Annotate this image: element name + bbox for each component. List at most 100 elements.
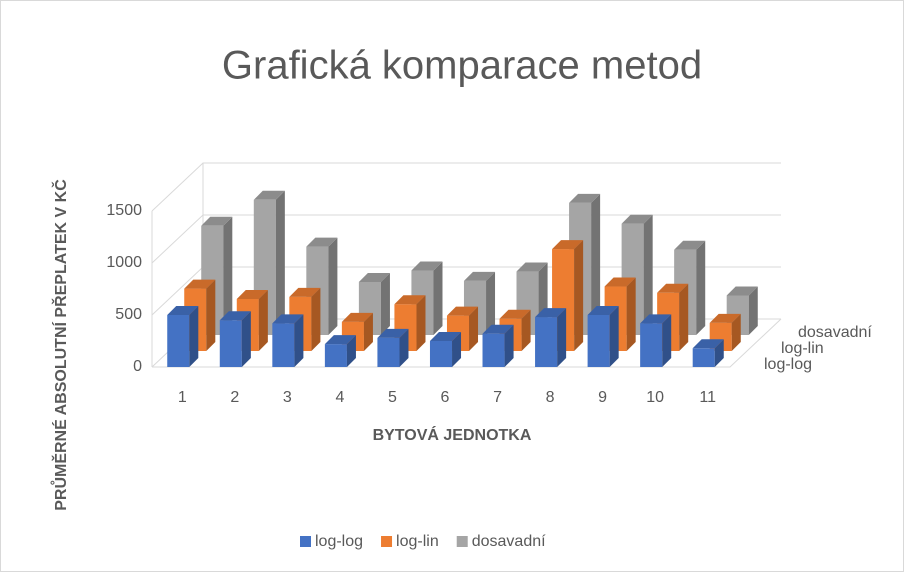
bar-side	[626, 277, 636, 351]
bar-top	[358, 272, 390, 282]
y-axis-title: PRŮMĚRNÉ ABSOLUTNÍ PŘEPLATEK V KČ	[50, 179, 70, 511]
x-tick-label: 9	[598, 389, 607, 406]
x-tick-label: 5	[388, 389, 397, 406]
bar-side	[696, 240, 706, 335]
bar-top	[411, 261, 443, 271]
bar-top	[201, 216, 233, 226]
depth-label: log-log	[764, 356, 812, 373]
bar	[324, 335, 356, 367]
bar-side	[748, 286, 758, 335]
legend-swatch	[456, 536, 468, 547]
bar-front	[640, 323, 663, 367]
y-tick-label: 1500	[106, 202, 142, 219]
bar	[726, 286, 758, 335]
bar	[167, 306, 199, 367]
bar	[219, 311, 251, 367]
bar-side	[486, 271, 496, 335]
bar-top	[569, 193, 601, 203]
bar-top	[604, 277, 636, 287]
legend-label: log-lin	[396, 533, 439, 550]
bar-top	[535, 308, 567, 318]
bar-top	[341, 312, 373, 322]
bar-top	[709, 313, 741, 323]
legend-swatch	[381, 536, 393, 547]
bar-side	[662, 314, 672, 367]
legend-label: dosavadní	[472, 533, 546, 550]
bar-front	[377, 337, 400, 367]
bar-top	[692, 339, 724, 349]
bar-side	[241, 311, 251, 367]
bar-side	[714, 339, 724, 367]
legend-swatch	[300, 536, 311, 547]
bar-side	[521, 309, 531, 351]
bar-top	[289, 287, 321, 297]
bar-top	[621, 214, 653, 224]
y-tick-label: 500	[115, 306, 142, 323]
depth-label: dosavadní	[798, 324, 872, 341]
bar-side	[399, 328, 409, 367]
bar-top	[394, 295, 426, 305]
bar	[482, 324, 514, 367]
bar	[535, 308, 567, 367]
bar	[272, 314, 304, 367]
bar-top	[482, 324, 514, 334]
chart-title: Grafická komparace metod	[222, 44, 702, 88]
bar-side	[380, 272, 390, 335]
bar	[640, 314, 672, 367]
bar-front	[429, 341, 453, 367]
bar-side	[643, 214, 653, 335]
bar-side	[223, 216, 233, 335]
bar-top	[184, 279, 216, 289]
bar-top	[324, 335, 356, 345]
bar	[429, 332, 462, 367]
bar-side	[275, 190, 285, 335]
x-tick-label: 7	[493, 389, 502, 406]
bar-top	[657, 283, 689, 293]
bar-top	[377, 328, 409, 338]
bar-front	[324, 344, 347, 367]
bar-side	[469, 306, 479, 351]
x-axis-title: BYTOVÁ JEDNOTKA	[373, 425, 532, 444]
y-tick-label: 0	[133, 358, 142, 375]
bar-side	[206, 279, 216, 351]
bar-top	[236, 290, 268, 299]
bar-side	[574, 240, 584, 351]
bar-front	[482, 333, 505, 367]
x-tick-label: 2	[230, 389, 239, 406]
bar-top	[674, 240, 706, 250]
bar	[692, 339, 724, 367]
bar-top	[726, 286, 758, 296]
x-tick-label: 11	[699, 389, 716, 406]
bar-side	[363, 312, 373, 351]
x-tick-label: 3	[283, 389, 292, 406]
bar-top	[429, 332, 462, 341]
x-tick-label: 8	[546, 389, 555, 406]
bar-front	[272, 323, 295, 367]
bar-top	[587, 306, 619, 315]
bar-front	[219, 320, 242, 367]
bar-side	[294, 314, 304, 367]
bar-top	[640, 314, 672, 324]
bar-side	[189, 306, 199, 367]
bar-top	[463, 271, 496, 281]
bar-top	[219, 311, 251, 321]
bar-top	[167, 306, 199, 315]
bar-top	[516, 262, 548, 272]
bar-side	[258, 290, 268, 351]
bar-front	[535, 317, 558, 367]
bar-front	[167, 315, 190, 367]
bar-front	[692, 348, 715, 367]
bar-side	[452, 332, 462, 367]
bar-top	[306, 237, 338, 247]
bar-side	[346, 335, 356, 367]
bar-top	[446, 306, 479, 316]
bar-top	[253, 190, 285, 200]
bar-side	[609, 306, 619, 367]
x-tick-label: 6	[441, 389, 450, 406]
bar-top	[552, 240, 584, 250]
bar-side	[504, 324, 514, 367]
bar-side	[433, 261, 443, 335]
bar-side	[679, 283, 689, 351]
